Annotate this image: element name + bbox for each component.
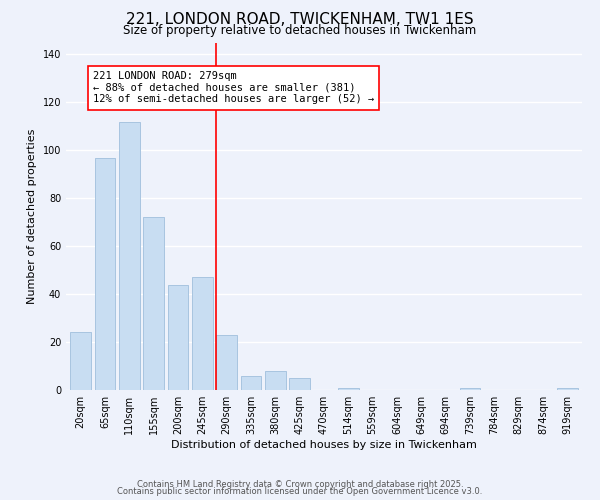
Bar [167, 284, 188, 390]
Bar [460, 388, 481, 390]
Bar [95, 158, 115, 390]
Text: Contains HM Land Registry data © Crown copyright and database right 2025.: Contains HM Land Registry data © Crown c… [137, 480, 463, 489]
Bar [338, 388, 359, 390]
Bar [192, 278, 212, 390]
Bar [241, 376, 262, 390]
Bar [265, 371, 286, 390]
Bar [70, 332, 91, 390]
Text: Contains public sector information licensed under the Open Government Licence v3: Contains public sector information licen… [118, 487, 482, 496]
Bar [119, 122, 140, 390]
Text: 221 LONDON ROAD: 279sqm
← 88% of detached houses are smaller (381)
12% of semi-d: 221 LONDON ROAD: 279sqm ← 88% of detache… [93, 72, 374, 104]
Text: Size of property relative to detached houses in Twickenham: Size of property relative to detached ho… [124, 24, 476, 37]
Bar [143, 218, 164, 390]
Y-axis label: Number of detached properties: Number of detached properties [27, 128, 37, 304]
X-axis label: Distribution of detached houses by size in Twickenham: Distribution of detached houses by size … [171, 440, 477, 450]
Bar [216, 335, 237, 390]
Bar [557, 388, 578, 390]
Text: 221, LONDON ROAD, TWICKENHAM, TW1 1ES: 221, LONDON ROAD, TWICKENHAM, TW1 1ES [126, 12, 474, 28]
Bar [289, 378, 310, 390]
